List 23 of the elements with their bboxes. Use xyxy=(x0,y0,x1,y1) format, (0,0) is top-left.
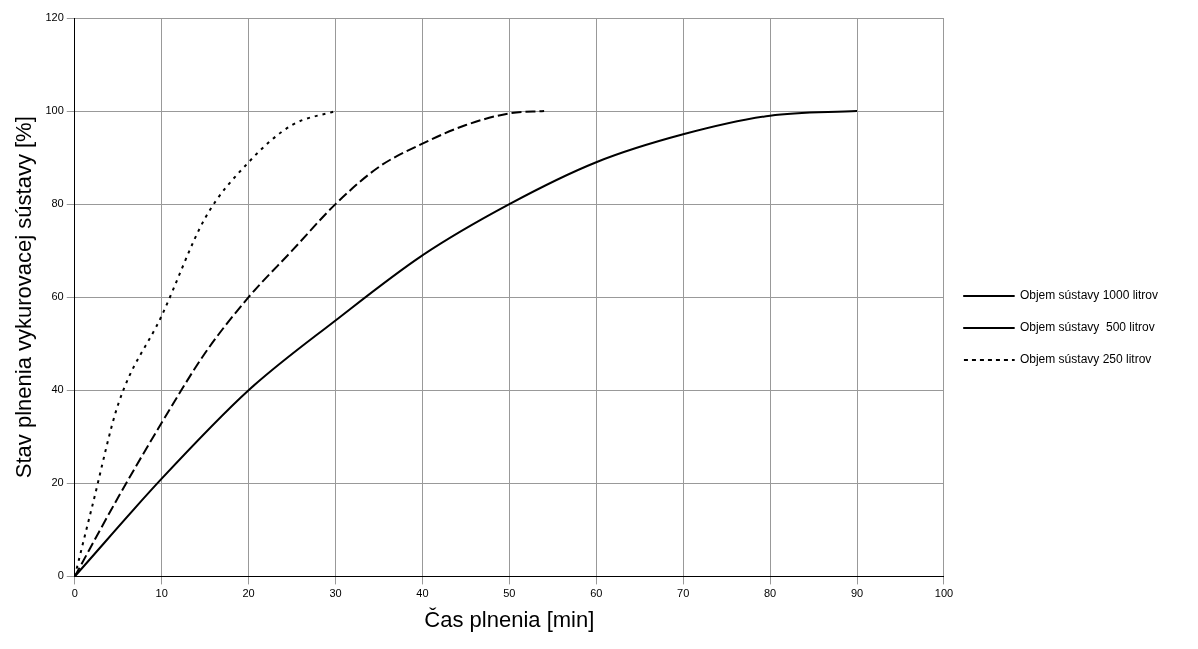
y-tick-label: 40 xyxy=(51,383,64,396)
x-tick-label: 50 xyxy=(503,587,516,600)
y-tick-label: 120 xyxy=(45,11,64,24)
x-tick-label: 0 xyxy=(71,587,78,600)
y-tick-label: 0 xyxy=(57,569,64,582)
x-axis-title: Čas plnenia [min] xyxy=(424,606,595,632)
x-tick-label: 40 xyxy=(416,587,429,600)
x-tick-label: 30 xyxy=(329,587,342,600)
y-tick-label: 100 xyxy=(45,104,64,117)
x-tick-label: 10 xyxy=(155,587,168,600)
x-tick-label: 80 xyxy=(763,587,777,600)
x-tick-label: 60 xyxy=(590,587,603,600)
y-axis-title: Stav plnenia vykurovacej sústavy [%] xyxy=(11,116,37,479)
x-tick-label: 70 xyxy=(677,587,690,600)
x-tick-label: 90 xyxy=(850,587,864,600)
legend-label: Objem sústavy 250 litrov xyxy=(1019,352,1152,367)
legend-label: Objem sústavy 500 litrov xyxy=(1019,320,1155,335)
y-tick-label: 80 xyxy=(51,197,64,210)
x-tick-label: 100 xyxy=(934,587,954,600)
legend-label: Objem sústavy 1000 litrov xyxy=(1019,288,1158,303)
y-tick-label: 60 xyxy=(51,290,64,303)
x-tick-label: 20 xyxy=(242,587,255,600)
y-tick-label: 20 xyxy=(51,476,64,489)
